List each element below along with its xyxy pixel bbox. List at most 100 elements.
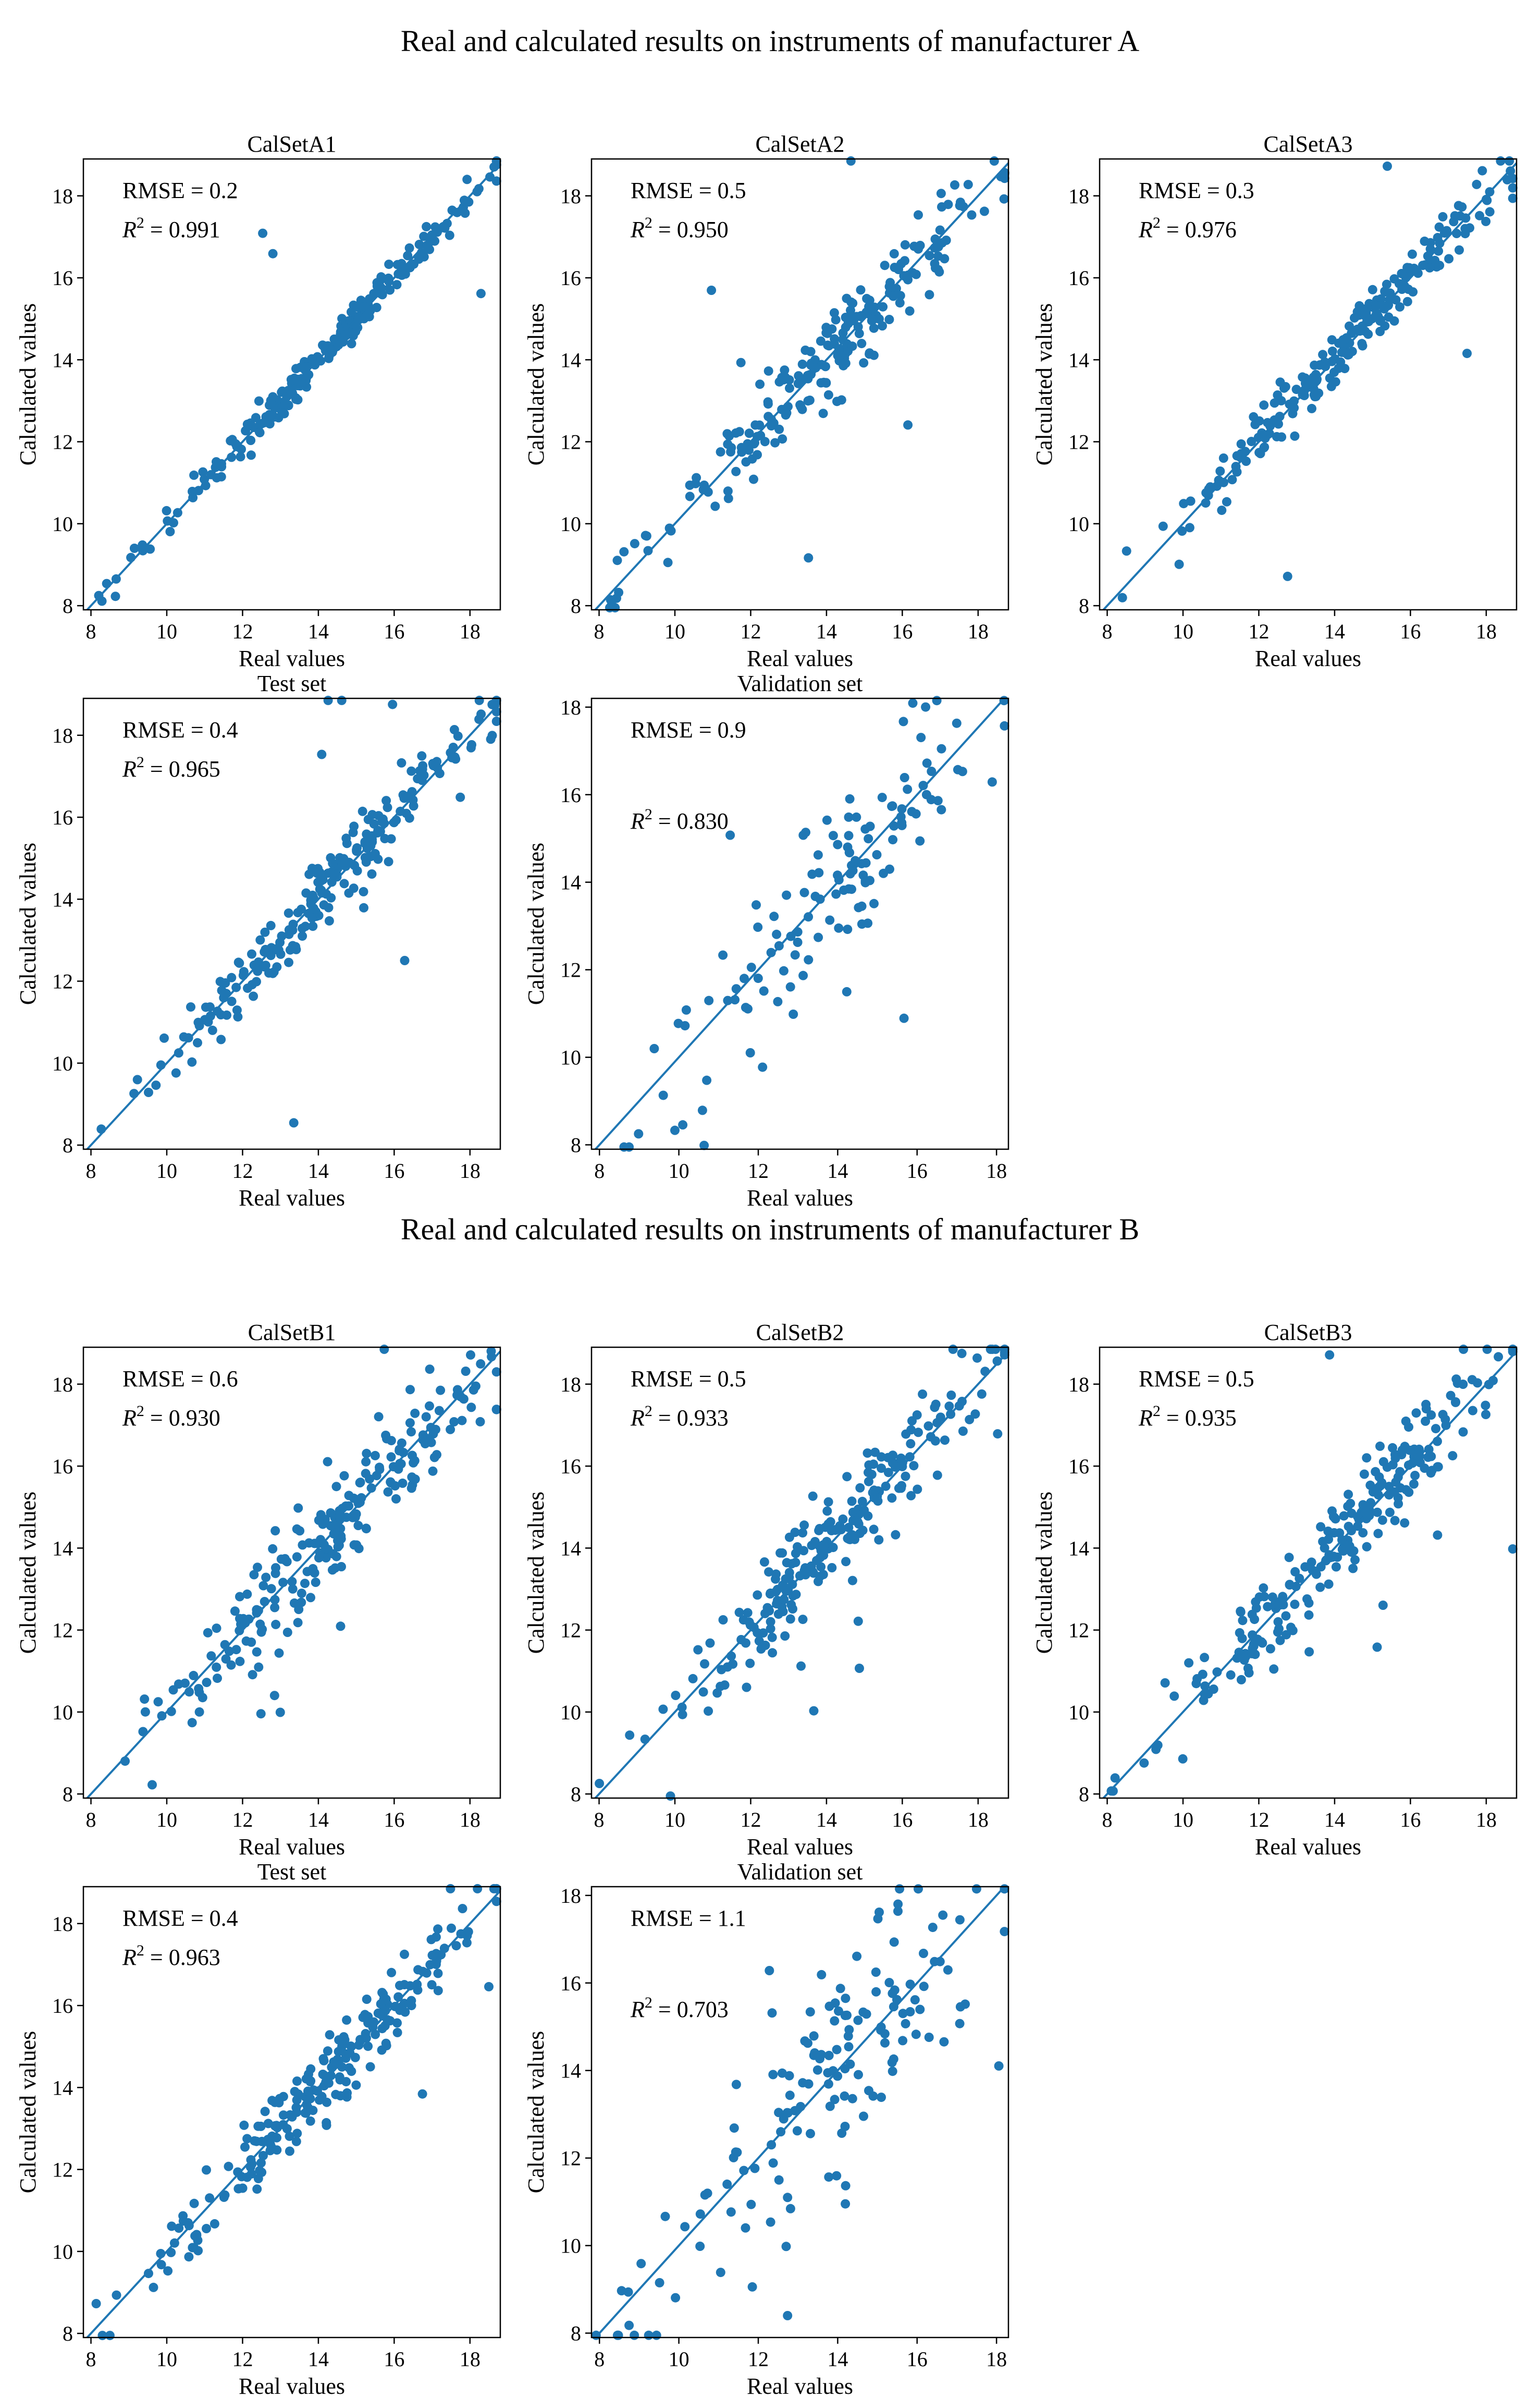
data-point: [491, 1367, 501, 1377]
data-point: [791, 1590, 801, 1600]
y-tick-label: 14: [560, 2059, 581, 2083]
data-point: [284, 957, 293, 967]
data-point: [315, 1548, 325, 1558]
data-point: [1389, 274, 1399, 284]
data-point: [807, 869, 817, 879]
data-point: [832, 2171, 842, 2181]
data-point: [824, 2001, 834, 2011]
data-point: [970, 1409, 980, 1419]
data-point: [257, 1625, 267, 1634]
data-point: [842, 1472, 852, 1482]
data-point: [414, 253, 424, 263]
data-point: [1458, 1380, 1468, 1389]
data-point: [293, 1618, 303, 1628]
data-point: [766, 948, 776, 957]
data-point: [1179, 499, 1189, 509]
data-point: [756, 1644, 766, 1654]
data-point: [753, 1590, 762, 1600]
data-point: [1481, 1400, 1490, 1410]
data-point: [362, 829, 372, 839]
data-point: [753, 974, 763, 983]
x-tick-label: 18: [460, 1159, 481, 1183]
data-point: [434, 1406, 444, 1416]
data-point: [285, 2146, 294, 2156]
data-point: [798, 830, 808, 840]
data-point: [340, 2035, 350, 2045]
data-point: [324, 916, 334, 926]
data-point: [132, 1075, 142, 1085]
data-point: [210, 2219, 219, 2229]
data-point: [804, 955, 814, 965]
y-tick-label: 8: [571, 1134, 581, 1157]
y-tick-label: 12: [560, 958, 581, 982]
data-point: [745, 1658, 755, 1668]
data-point: [845, 848, 855, 857]
data-point: [925, 290, 934, 300]
data-point: [446, 1884, 455, 1893]
data-point: [774, 2175, 784, 2185]
data-point: [809, 2031, 819, 2041]
data-point: [1367, 285, 1377, 294]
data-point: [1508, 183, 1518, 193]
data-point: [226, 436, 236, 446]
data-point: [1178, 1754, 1188, 1764]
data-point: [183, 1033, 193, 1043]
data-point: [247, 949, 256, 959]
data-point: [634, 1129, 644, 1139]
data-point: [1290, 1600, 1300, 1609]
data-point: [1295, 1573, 1304, 1583]
x-tick-label: 12: [232, 1159, 253, 1183]
data-point: [842, 2010, 852, 2020]
data-point: [373, 854, 383, 864]
data-point: [1411, 1408, 1421, 1418]
data-point: [1359, 1469, 1369, 1479]
x-tick-label: 14: [827, 1159, 848, 1183]
data-point: [254, 1662, 264, 1672]
data-point: [1316, 1522, 1326, 1532]
x-tick-label: 12: [740, 1808, 761, 1831]
data-point: [913, 1484, 922, 1494]
y-tick-label: 18: [52, 1912, 73, 1936]
data-point: [303, 2086, 313, 2096]
data-point: [967, 210, 977, 220]
data-point: [952, 718, 962, 728]
data-point: [863, 1448, 872, 1458]
y-axis-label: Calculated values: [523, 843, 549, 1005]
data-point: [324, 903, 334, 913]
data-point: [387, 1967, 397, 1977]
data-point: [612, 593, 621, 603]
data-point: [144, 2269, 153, 2279]
data-point: [753, 922, 763, 932]
data-point: [809, 1706, 819, 1716]
data-point: [266, 2142, 276, 2152]
rmse-annotation: RMSE = 0.4: [122, 1905, 238, 1931]
y-tick-label: 18: [1068, 184, 1089, 208]
data-point: [149, 2282, 158, 2292]
data-point: [731, 466, 741, 476]
data-point: [723, 439, 733, 449]
data-point: [888, 835, 898, 845]
data-point: [903, 784, 913, 794]
data-point: [747, 454, 757, 464]
data-point: [903, 420, 913, 430]
data-point: [1404, 1422, 1413, 1432]
data-point: [841, 2181, 851, 2191]
y-tick-label: 8: [1079, 1782, 1089, 1806]
data-point: [1496, 156, 1506, 166]
data-point: [328, 346, 338, 356]
data-point: [293, 1503, 303, 1513]
data-point: [1435, 261, 1445, 270]
data-point: [1414, 1444, 1424, 1454]
data-point: [358, 2012, 368, 2022]
data-point: [186, 1002, 195, 1012]
data-point: [994, 2061, 1004, 2071]
data-point: [864, 1477, 873, 1486]
x-axis-label: Real values: [1255, 646, 1361, 671]
data-point: [270, 1526, 280, 1536]
section-title-a: Real and calculated results on instrumen…: [400, 24, 1140, 58]
data-point: [271, 1619, 281, 1629]
data-point: [767, 421, 777, 431]
data-point: [845, 794, 855, 804]
data-point: [379, 1344, 389, 1354]
data-point: [462, 175, 472, 184]
